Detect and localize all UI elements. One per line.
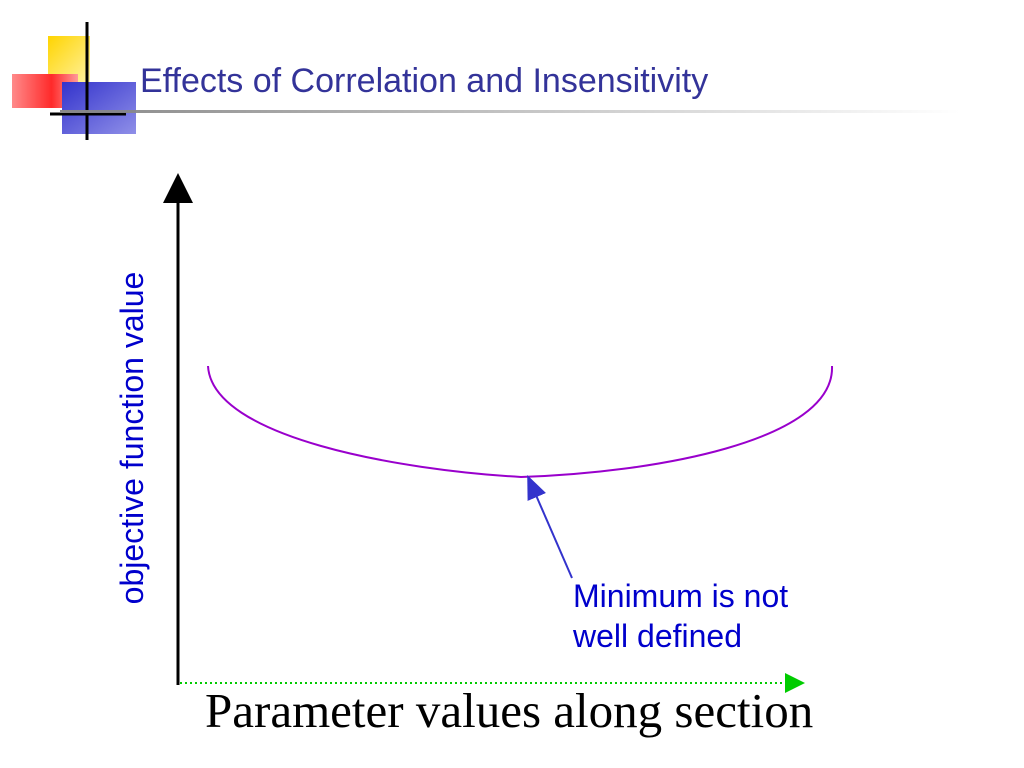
slide-title: Effects of Correlation and Insensitivity xyxy=(140,62,709,100)
annotation-line-1: Minimum is not xyxy=(573,578,789,614)
minimum-annotation: Minimum is not well defined xyxy=(573,576,788,656)
x-axis-label: Parameter values along section xyxy=(205,683,814,738)
y-axis-label: objective function value xyxy=(114,271,150,605)
title-underline xyxy=(60,110,960,113)
objective-curve xyxy=(207,365,834,479)
blue-block xyxy=(62,82,136,134)
decorative-logo xyxy=(12,22,136,140)
annotation-line-2: well defined xyxy=(573,618,742,654)
minimum-pointer-arrow xyxy=(527,474,573,579)
